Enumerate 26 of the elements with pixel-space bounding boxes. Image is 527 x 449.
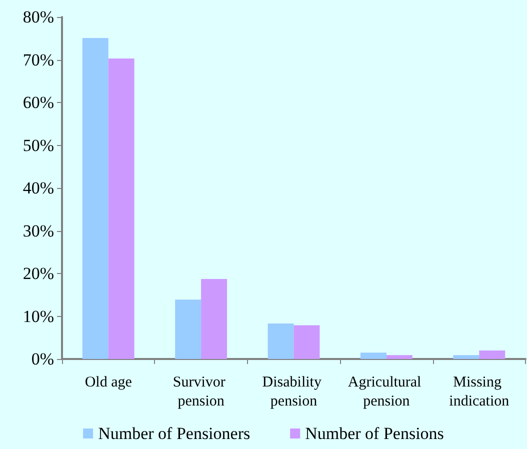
y-tick-label: 10% [22, 306, 54, 326]
y-tick-label: 70% [22, 50, 54, 70]
bar [386, 355, 412, 359]
y-tick-label: 40% [22, 178, 54, 198]
legend-label: Number of Pensions [305, 424, 444, 443]
y-tick-label: 60% [22, 93, 54, 112]
bar [108, 58, 134, 359]
bar [268, 324, 294, 359]
bar [479, 350, 506, 359]
bar [175, 300, 202, 359]
bar [294, 325, 320, 359]
bar [201, 279, 228, 359]
x-tick-label: Survivor pension [172, 374, 230, 410]
bar [82, 38, 108, 359]
y-tick-label: 80% [22, 8, 54, 26]
x-tick-label: Agricultural pension [348, 374, 425, 410]
y-tick-label: 50% [22, 136, 54, 155]
y-tick-label: 0% [31, 350, 54, 368]
y-tick-label: 20% [22, 264, 54, 283]
y-tick-label: 30% [22, 221, 54, 240]
legend-label: Number of Pensioners [98, 424, 250, 443]
bar [453, 355, 480, 359]
x-tick-label: Disability pension [262, 374, 326, 410]
bar [360, 352, 386, 359]
x-tick-label: Missing indication [449, 374, 510, 410]
x-tick-label: Old age [84, 374, 132, 390]
